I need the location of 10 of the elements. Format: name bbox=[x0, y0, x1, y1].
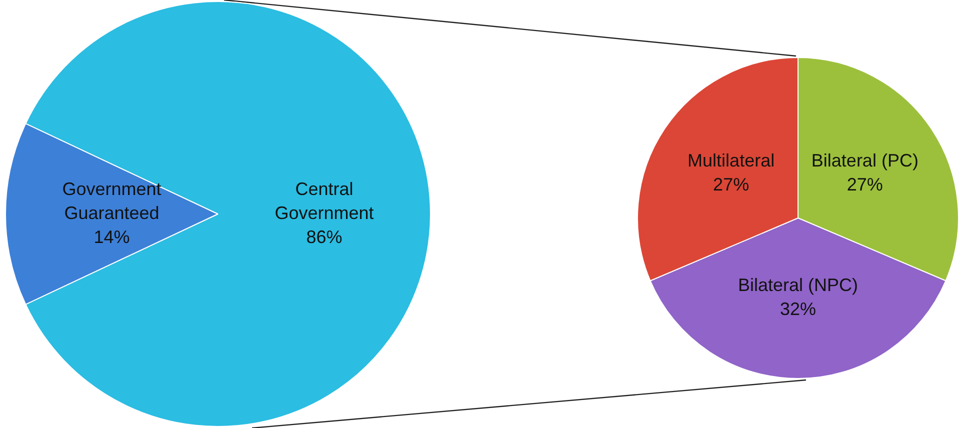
slice-label: Government Guaranteed bbox=[62, 178, 162, 223]
data-label: 32% bbox=[780, 299, 816, 320]
data-label: 27% bbox=[846, 174, 883, 195]
slice-label: Bilateral (NPC) bbox=[738, 275, 858, 296]
slice-label: Bilateral (PC) bbox=[811, 150, 918, 171]
data-label: 14% bbox=[94, 226, 130, 247]
data-label: 27% bbox=[713, 174, 750, 195]
slice-label: Central Government bbox=[274, 178, 374, 223]
slice-label: Multilateral bbox=[688, 150, 775, 171]
data-label: 86% bbox=[306, 226, 342, 247]
